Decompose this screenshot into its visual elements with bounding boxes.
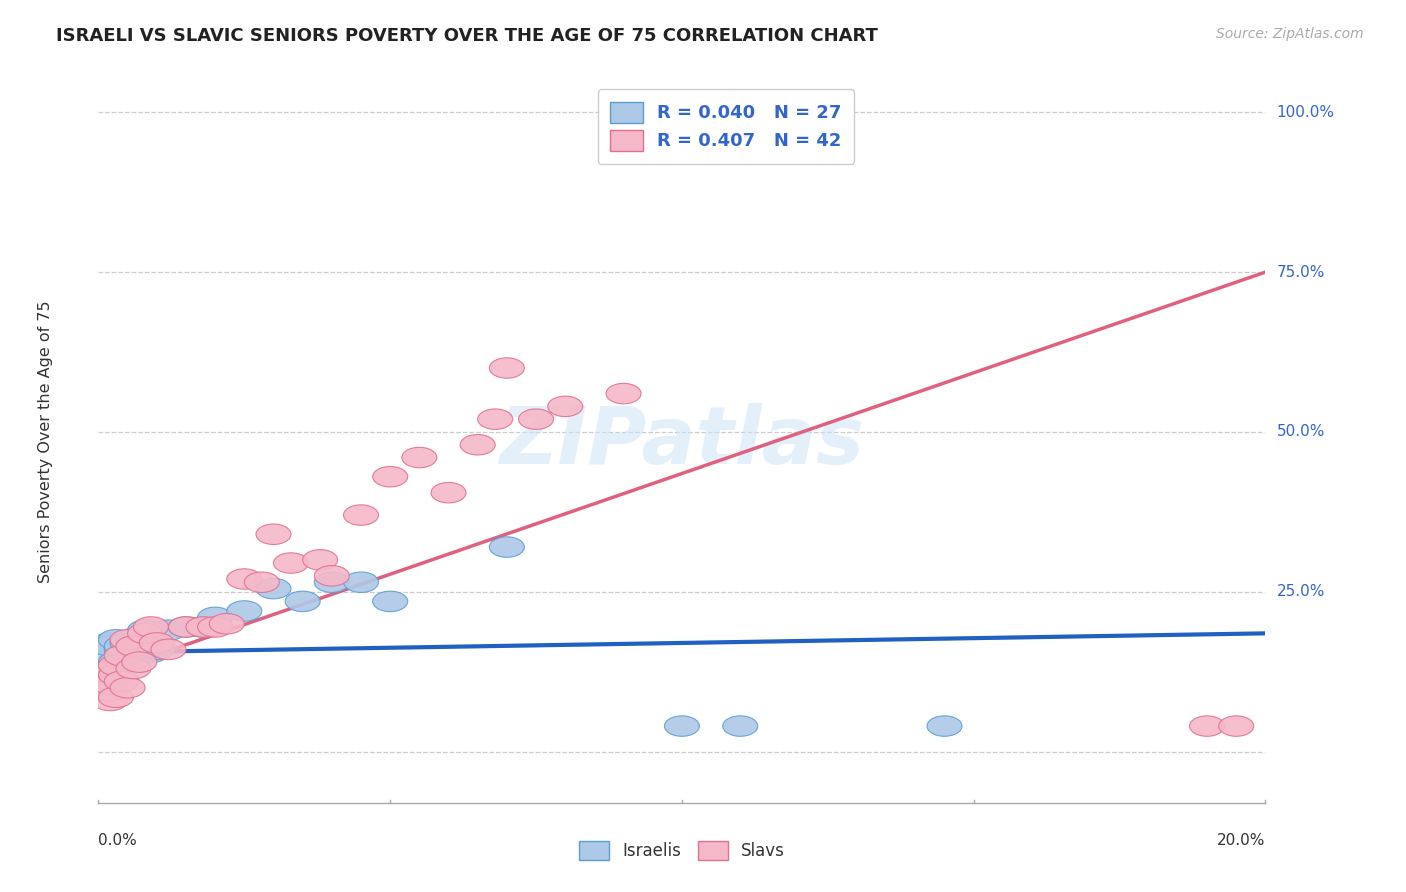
Ellipse shape — [128, 620, 163, 640]
Ellipse shape — [98, 652, 134, 673]
Ellipse shape — [104, 639, 139, 659]
Ellipse shape — [115, 630, 150, 650]
Ellipse shape — [256, 524, 291, 544]
Ellipse shape — [134, 616, 169, 637]
Ellipse shape — [139, 632, 174, 653]
Ellipse shape — [402, 447, 437, 467]
Text: Source: ZipAtlas.com: Source: ZipAtlas.com — [1216, 27, 1364, 41]
Ellipse shape — [98, 655, 134, 675]
Ellipse shape — [93, 674, 128, 695]
Ellipse shape — [245, 572, 280, 592]
Ellipse shape — [343, 505, 378, 525]
Ellipse shape — [478, 409, 513, 429]
Ellipse shape — [104, 646, 139, 666]
Ellipse shape — [115, 636, 150, 657]
Ellipse shape — [460, 434, 495, 455]
Text: Seniors Poverty Over the Age of 75: Seniors Poverty Over the Age of 75 — [38, 301, 53, 582]
Ellipse shape — [373, 467, 408, 487]
Ellipse shape — [373, 591, 408, 612]
Ellipse shape — [198, 607, 232, 628]
Ellipse shape — [285, 591, 321, 612]
Ellipse shape — [302, 549, 337, 570]
Ellipse shape — [122, 652, 157, 673]
Ellipse shape — [186, 616, 221, 637]
Ellipse shape — [198, 616, 232, 637]
Ellipse shape — [1219, 716, 1254, 736]
Text: ISRAELI VS SLAVIC SENIORS POVERTY OVER THE AGE OF 75 CORRELATION CHART: ISRAELI VS SLAVIC SENIORS POVERTY OVER T… — [56, 27, 879, 45]
Text: 25.0%: 25.0% — [1277, 584, 1324, 599]
Ellipse shape — [723, 716, 758, 736]
Ellipse shape — [1189, 716, 1225, 736]
Ellipse shape — [665, 716, 699, 736]
Ellipse shape — [110, 678, 145, 698]
Ellipse shape — [110, 632, 145, 653]
Text: 50.0%: 50.0% — [1277, 425, 1324, 440]
Legend: Israelis, Slavs: Israelis, Slavs — [572, 834, 792, 867]
Ellipse shape — [209, 614, 245, 634]
Ellipse shape — [128, 624, 163, 644]
Ellipse shape — [432, 483, 465, 503]
Ellipse shape — [104, 636, 139, 657]
Ellipse shape — [150, 639, 186, 659]
Ellipse shape — [606, 384, 641, 404]
Ellipse shape — [98, 687, 134, 707]
Ellipse shape — [98, 630, 134, 650]
Ellipse shape — [87, 662, 122, 682]
Ellipse shape — [315, 572, 349, 592]
Ellipse shape — [169, 616, 204, 637]
Ellipse shape — [104, 671, 139, 691]
Ellipse shape — [87, 681, 122, 701]
Ellipse shape — [93, 632, 128, 653]
Text: 20.0%: 20.0% — [1218, 833, 1265, 848]
Text: 75.0%: 75.0% — [1277, 265, 1324, 279]
Ellipse shape — [134, 642, 169, 663]
Ellipse shape — [93, 636, 128, 657]
Ellipse shape — [115, 658, 150, 679]
Ellipse shape — [489, 537, 524, 558]
Text: 100.0%: 100.0% — [1277, 104, 1334, 120]
Ellipse shape — [93, 690, 128, 711]
Ellipse shape — [150, 620, 186, 640]
Ellipse shape — [169, 616, 204, 637]
Ellipse shape — [186, 616, 221, 637]
Ellipse shape — [139, 639, 174, 659]
Ellipse shape — [122, 626, 157, 647]
Ellipse shape — [256, 578, 291, 599]
Ellipse shape — [98, 665, 134, 685]
Ellipse shape — [927, 716, 962, 736]
Ellipse shape — [489, 358, 524, 378]
Ellipse shape — [343, 572, 378, 592]
Ellipse shape — [548, 396, 582, 417]
Ellipse shape — [93, 681, 128, 701]
Text: ZIPatlas: ZIPatlas — [499, 402, 865, 481]
Ellipse shape — [226, 600, 262, 621]
Ellipse shape — [110, 630, 145, 650]
Text: 0.0%: 0.0% — [98, 833, 138, 848]
Ellipse shape — [519, 409, 554, 429]
Ellipse shape — [226, 569, 262, 590]
Ellipse shape — [274, 553, 308, 574]
Ellipse shape — [87, 642, 122, 663]
Ellipse shape — [315, 566, 349, 586]
Ellipse shape — [87, 671, 122, 691]
